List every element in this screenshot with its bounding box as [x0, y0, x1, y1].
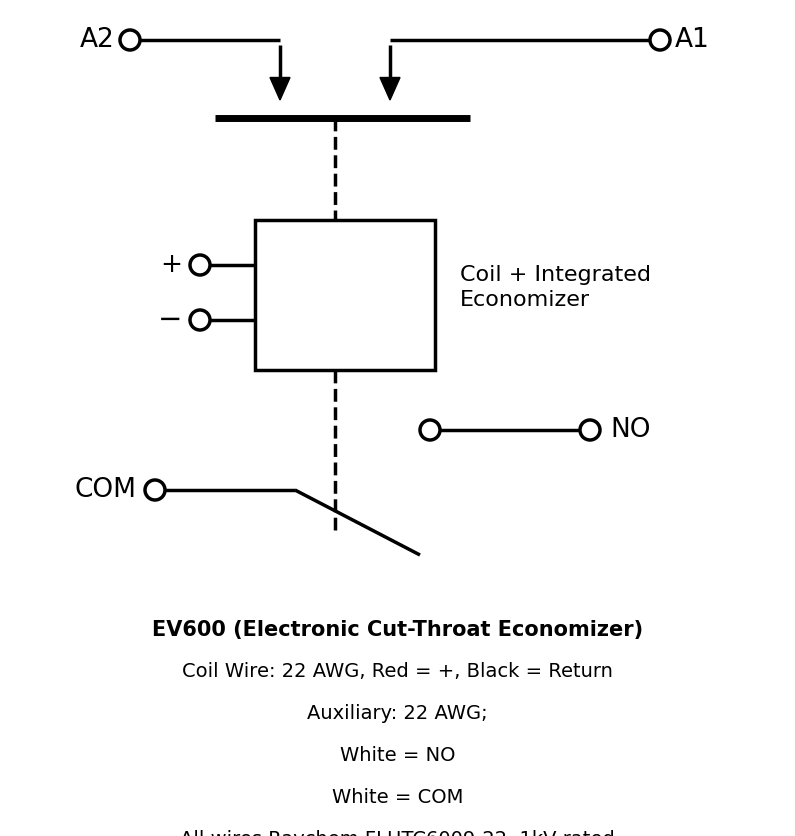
Text: Coil Wire: 22 AWG, Red = +, Black = Return: Coil Wire: 22 AWG, Red = +, Black = Retu…	[182, 662, 613, 681]
Text: +: +	[160, 252, 182, 278]
Text: A1: A1	[675, 27, 710, 53]
Text: Economizer: Economizer	[460, 290, 590, 310]
Bar	[255, 220, 435, 370]
Text: White = COM: White = COM	[332, 788, 463, 807]
Text: White = NO: White = NO	[339, 746, 456, 765]
Text: A2: A2	[80, 27, 115, 53]
Text: Coil + Integrated: Coil + Integrated	[460, 265, 651, 285]
Polygon shape	[270, 78, 290, 100]
Text: EV600 (Electronic Cut-Throat Economizer): EV600 (Electronic Cut-Throat Economizer)	[152, 620, 643, 640]
Text: All wires Raychem FLHTC6009-22, 1kV rated: All wires Raychem FLHTC6009-22, 1kV rate…	[180, 830, 615, 836]
Text: −: −	[157, 306, 182, 334]
Text: NO: NO	[610, 417, 650, 443]
Text: COM: COM	[75, 477, 137, 503]
Polygon shape	[380, 78, 400, 100]
Text: Auxiliary: 22 AWG;: Auxiliary: 22 AWG;	[307, 704, 488, 723]
